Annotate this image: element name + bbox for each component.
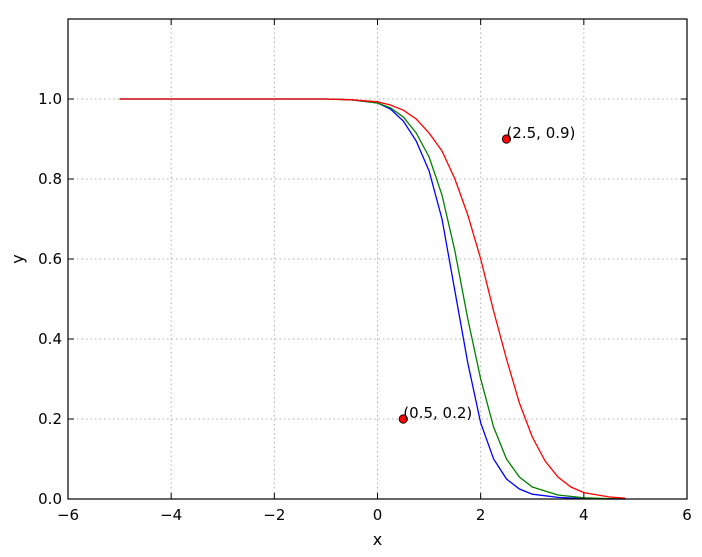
- x-tick-label: −2: [263, 506, 285, 524]
- x-tick-label: 6: [682, 506, 692, 524]
- x-axis-label: x: [373, 530, 382, 549]
- y-tick-label: 1.0: [38, 90, 62, 108]
- series-line: [119, 98, 626, 500]
- x-tick-label: 4: [579, 506, 589, 524]
- point-annotation: (0.5, 0.2): [403, 404, 472, 422]
- series-line: [119, 98, 626, 500]
- x-tick-label: −6: [57, 506, 79, 524]
- axis-ticks: −6 −4 −2 0 2 4 6 0.0 0.2 0.4 0.6 0.8 1.0: [38, 19, 692, 524]
- series-line: [119, 98, 626, 499]
- x-tick-label: 2: [476, 506, 486, 524]
- y-tick-label: 0.0: [38, 490, 62, 508]
- annotated-point: [398, 414, 408, 424]
- y-tick-label: 0.6: [38, 250, 62, 268]
- y-tick-label: 0.2: [38, 410, 62, 428]
- grid: [67, 19, 688, 500]
- series-lines: [119, 98, 626, 500]
- point-annotation: (2.5, 0.9): [506, 124, 575, 142]
- x-tick-label: 0: [373, 506, 383, 524]
- y-tick-label: 0.4: [38, 330, 62, 348]
- annotated-points: (0.5, 0.2) (2.5, 0.9): [398, 124, 575, 424]
- annotated-point: [501, 134, 512, 144]
- y-tick-label: 0.8: [38, 170, 62, 188]
- y-axis-label: y: [8, 254, 27, 263]
- x-tick-label: −4: [160, 506, 182, 524]
